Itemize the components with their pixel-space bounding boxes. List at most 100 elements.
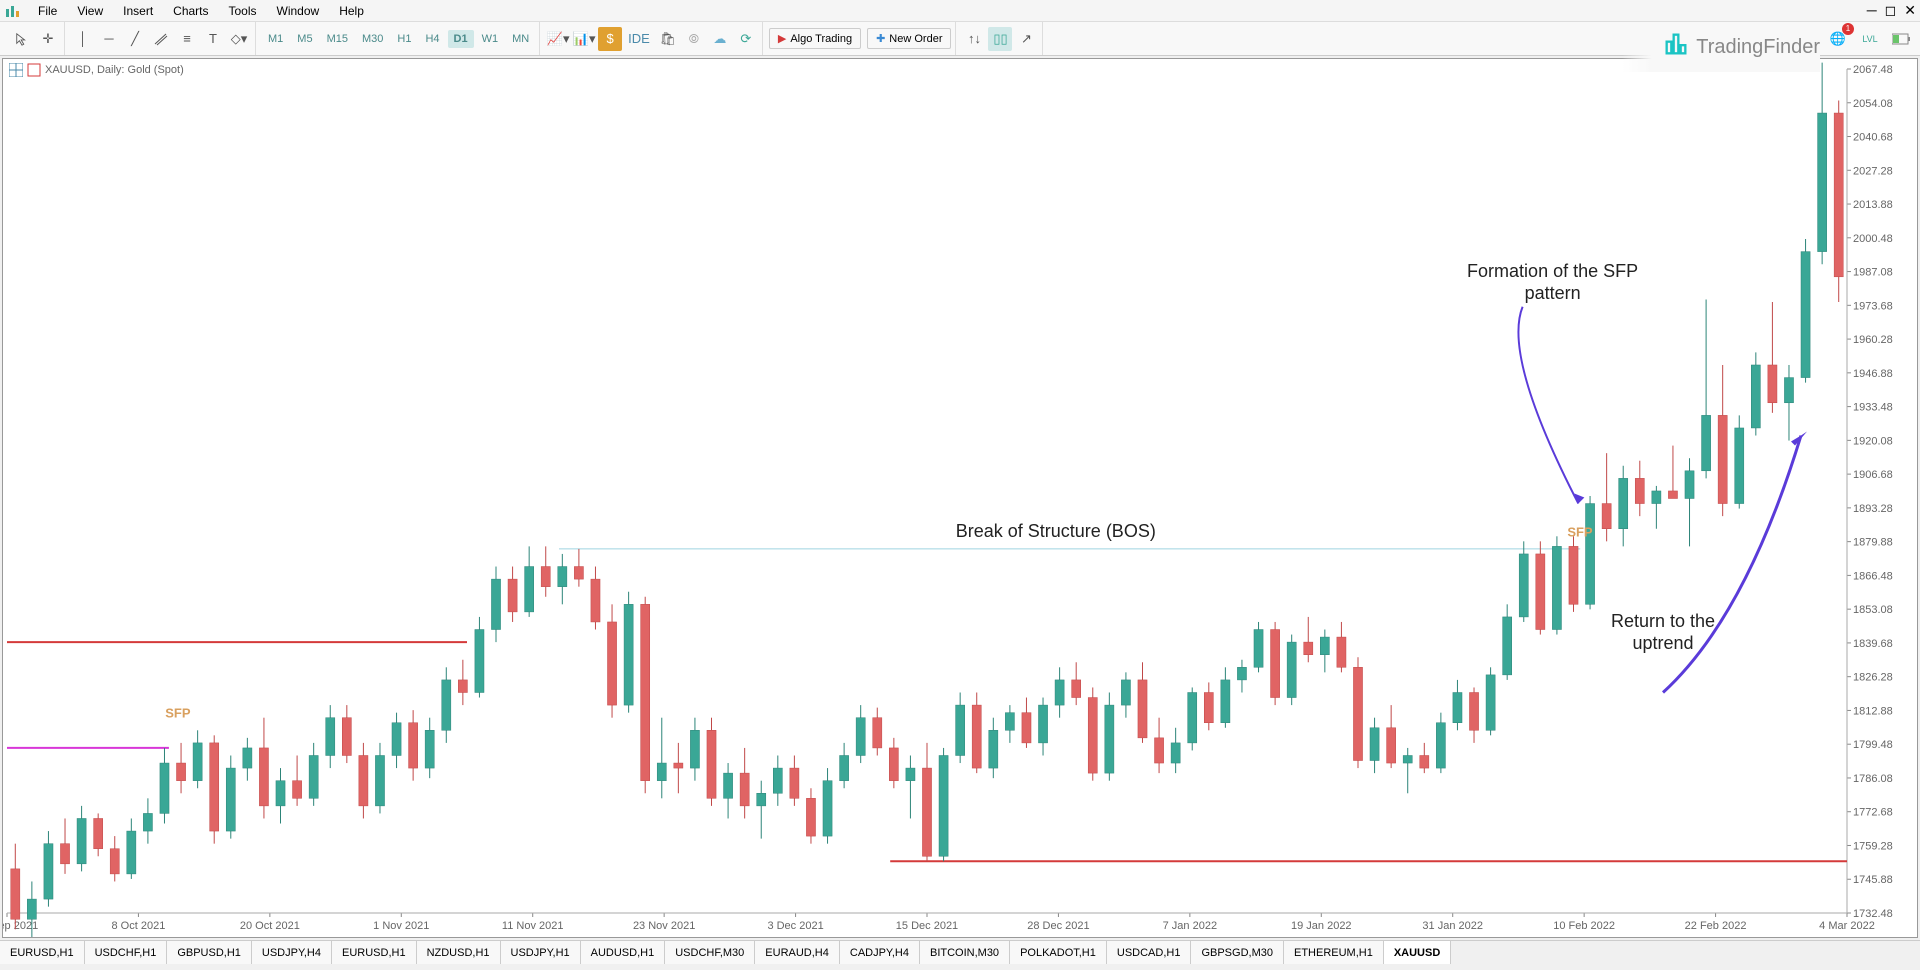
svg-text:31 Jan 2022: 31 Jan 2022 <box>1422 920 1483 932</box>
timeframe-m15[interactable]: M15 <box>321 30 354 48</box>
menu-window[interactable]: Window <box>267 2 330 20</box>
svg-text:2000.48: 2000.48 <box>1853 233 1893 245</box>
new-order-button[interactable]: ✚New Order <box>867 28 951 49</box>
symbol-tab[interactable]: POLKADOT,H1 <box>1010 941 1107 964</box>
cloud-icon[interactable]: ☁ <box>708 27 732 51</box>
grid-icon[interactable] <box>9 63 23 77</box>
svg-text:2013.88: 2013.88 <box>1853 199 1893 211</box>
crosshair-tool[interactable]: ✛ <box>36 27 60 51</box>
svg-text:2067.48: 2067.48 <box>1853 64 1893 76</box>
menu-file[interactable]: File <box>28 2 67 20</box>
chart-type-candle[interactable]: 📊▾ <box>572 27 596 51</box>
timeframe-d1[interactable]: D1 <box>448 30 474 48</box>
close-button[interactable]: ✕ <box>1904 2 1916 19</box>
svg-text:1812.88: 1812.88 <box>1853 705 1893 717</box>
symbol-tab[interactable]: USDCHF,M30 <box>665 941 755 964</box>
svg-text:pattern: pattern <box>1525 283 1581 303</box>
signal-icon[interactable]: ⦾ <box>682 27 706 51</box>
level-icon[interactable]: LVL <box>1858 27 1882 51</box>
arrows-icon[interactable]: ↑↓ <box>962 27 986 51</box>
svg-text:1 Nov 2021: 1 Nov 2021 <box>373 920 429 932</box>
depth-icon[interactable]: ▯▯ <box>988 27 1012 51</box>
svg-text:1987.08: 1987.08 <box>1853 267 1893 279</box>
svg-text:3 Dec 2021: 3 Dec 2021 <box>767 920 823 932</box>
notification-icon[interactable]: 🌐 <box>1826 27 1850 51</box>
brand-name: TradingFinder <box>1696 36 1820 59</box>
svg-text:1893.28: 1893.28 <box>1853 503 1893 515</box>
symbol-tab[interactable]: AUDUSD,H1 <box>581 941 666 964</box>
timeframe-w1[interactable]: W1 <box>476 30 505 48</box>
timeframe-h1[interactable]: H1 <box>391 30 417 48</box>
chart-area[interactable]: XAUUSD, Daily: Gold (Spot) 2067.482054.0… <box>2 58 1918 938</box>
svg-text:1866.48: 1866.48 <box>1853 570 1893 582</box>
symbol-tab[interactable]: USDJPY,H1 <box>501 941 581 964</box>
symbol-tab[interactable]: USDJPY,H4 <box>252 941 332 964</box>
cursor-tool[interactable] <box>10 27 34 51</box>
window-controls: ─ ◻ ✕ <box>1867 2 1916 19</box>
sync-icon[interactable]: ⟳ <box>734 27 758 51</box>
timeframe-m30[interactable]: M30 <box>356 30 389 48</box>
symbol-tab[interactable]: CADJPY,H4 <box>840 941 920 964</box>
symbol-tab[interactable]: ETHEREUM,H1 <box>1284 941 1384 964</box>
svg-text:2040.68: 2040.68 <box>1853 132 1893 144</box>
vertical-line-tool[interactable]: │ <box>71 27 95 51</box>
menu-view[interactable]: View <box>67 2 113 20</box>
chart-header: XAUUSD, Daily: Gold (Spot) <box>9 63 184 77</box>
symbol-tab[interactable]: XAUUSD <box>1384 941 1451 964</box>
symbol-tab[interactable]: GBPUSD,H1 <box>167 941 252 964</box>
svg-text:1799.48: 1799.48 <box>1853 739 1893 751</box>
svg-text:2027.28: 2027.28 <box>1853 165 1893 177</box>
text-tool[interactable]: T <box>201 27 225 51</box>
svg-text:1772.68: 1772.68 <box>1853 807 1893 819</box>
timeframe-mn[interactable]: MN <box>506 30 535 48</box>
trendline-tool[interactable]: ╱ <box>123 27 147 51</box>
fib-tool[interactable]: ≡ <box>175 27 199 51</box>
svg-text:19 Jan 2022: 19 Jan 2022 <box>1291 920 1352 932</box>
maximize-button[interactable]: ◻ <box>1885 2 1897 19</box>
symbol-tab[interactable]: USDCAD,H1 <box>1107 941 1192 964</box>
symbol-tab[interactable]: GBPSGD,M30 <box>1191 941 1284 964</box>
timeframe-m5[interactable]: M5 <box>291 30 318 48</box>
menu-insert[interactable]: Insert <box>113 2 163 20</box>
horizontal-line-tool[interactable]: ─ <box>97 27 121 51</box>
svg-text:23 Nov 2021: 23 Nov 2021 <box>633 920 695 932</box>
svg-text:uptrend: uptrend <box>1632 633 1693 653</box>
svg-text:1839.68: 1839.68 <box>1853 638 1893 650</box>
svg-text:1906.68: 1906.68 <box>1853 469 1893 481</box>
svg-text:1853.08: 1853.08 <box>1853 604 1893 616</box>
symbol-tab[interactable]: EURUSD,H1 <box>332 941 417 964</box>
battery-icon[interactable] <box>1890 27 1914 51</box>
timeframe-m1[interactable]: M1 <box>262 30 289 48</box>
minimize-button[interactable]: ─ <box>1867 2 1877 19</box>
dollar-icon[interactable]: $ <box>598 27 622 51</box>
menu-help[interactable]: Help <box>329 2 374 20</box>
svg-text:1786.08: 1786.08 <box>1853 773 1893 785</box>
ide-button[interactable]: IDE <box>624 27 654 51</box>
candlestick-chart: 2067.482054.082040.682027.282013.882000.… <box>3 59 1917 937</box>
chart-type-line[interactable]: 📈▾ <box>546 27 570 51</box>
svg-text:Return to the: Return to the <box>1611 611 1715 631</box>
symbol-tab[interactable]: EURUSD,H1 <box>0 941 85 964</box>
svg-text:7 Jan 2022: 7 Jan 2022 <box>1163 920 1217 932</box>
svg-text:1933.48: 1933.48 <box>1853 402 1893 414</box>
symbol-tab[interactable]: NZDUSD,H1 <box>417 941 501 964</box>
toolbar: ✛ │ ─ ╱ ≡ T ◇▾ M1M5M15M30H1H4D1W1MN 📈▾ 📊… <box>0 22 1920 56</box>
menu-tools[interactable]: Tools <box>219 2 267 20</box>
menu-charts[interactable]: Charts <box>163 2 218 20</box>
svg-text:1732.48: 1732.48 <box>1853 908 1893 920</box>
svg-text:SFP: SFP <box>1567 524 1593 539</box>
expand-icon[interactable] <box>27 63 41 77</box>
timeframe-h4[interactable]: H4 <box>419 30 445 48</box>
svg-text:10 Feb 2022: 10 Feb 2022 <box>1553 920 1615 932</box>
shapes-tool[interactable]: ◇▾ <box>227 27 251 51</box>
svg-text:20 Oct 2021: 20 Oct 2021 <box>240 920 300 932</box>
symbol-tab[interactable]: EURAUD,H4 <box>755 941 840 964</box>
svg-text:15 Dec 2021: 15 Dec 2021 <box>896 920 958 932</box>
symbol-tab[interactable]: BITCOIN,M30 <box>920 941 1010 964</box>
svg-text:1973.68: 1973.68 <box>1853 300 1893 312</box>
channel-tool[interactable] <box>149 27 173 51</box>
up-icon[interactable]: ↗ <box>1014 27 1038 51</box>
symbol-tab[interactable]: USDCHF,H1 <box>85 941 168 964</box>
algo-trading-button[interactable]: ▶Algo Trading <box>769 28 861 49</box>
market-icon[interactable]: 🛍 <box>656 27 680 51</box>
